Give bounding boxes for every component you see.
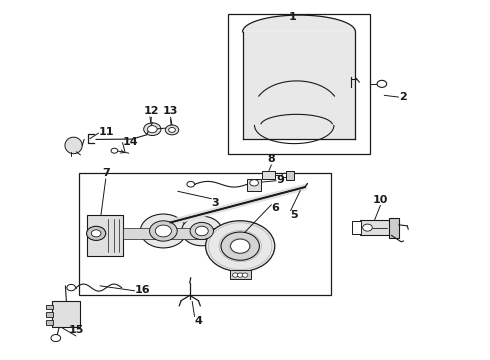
Text: 7: 7	[102, 168, 110, 178]
Circle shape	[190, 222, 214, 239]
Text: 11: 11	[98, 127, 114, 138]
Circle shape	[182, 216, 222, 246]
Bar	[228, 14, 370, 154]
Bar	[389, 218, 399, 238]
Circle shape	[242, 273, 248, 277]
Bar	[79, 173, 331, 294]
Bar	[46, 312, 53, 317]
Text: 1: 1	[289, 12, 297, 22]
Text: 5: 5	[291, 210, 298, 220]
Circle shape	[196, 226, 208, 236]
Circle shape	[51, 334, 61, 342]
Circle shape	[363, 224, 372, 231]
Bar	[46, 305, 53, 310]
Circle shape	[140, 214, 186, 248]
Text: 14: 14	[122, 137, 138, 147]
Text: 13: 13	[163, 107, 178, 117]
Polygon shape	[243, 15, 355, 32]
Circle shape	[377, 80, 387, 87]
Circle shape	[155, 225, 172, 237]
Bar	[87, 215, 122, 256]
Text: 10: 10	[373, 195, 388, 205]
Circle shape	[147, 126, 157, 133]
Bar	[52, 301, 80, 328]
Circle shape	[144, 123, 161, 136]
Text: 4: 4	[195, 316, 202, 326]
Circle shape	[149, 221, 177, 241]
Circle shape	[233, 273, 238, 277]
Bar	[122, 228, 222, 239]
Bar	[360, 220, 398, 235]
Circle shape	[169, 127, 175, 132]
Bar	[46, 320, 53, 325]
Circle shape	[282, 173, 288, 177]
Text: 8: 8	[268, 154, 275, 164]
Circle shape	[67, 284, 75, 291]
Circle shape	[87, 226, 106, 240]
Bar	[247, 179, 261, 190]
Text: 12: 12	[144, 107, 159, 117]
Polygon shape	[243, 32, 355, 139]
Circle shape	[206, 221, 275, 271]
Text: 9: 9	[276, 175, 284, 185]
Text: 2: 2	[399, 92, 406, 102]
Polygon shape	[65, 137, 82, 154]
Text: 16: 16	[135, 285, 150, 295]
Bar	[262, 171, 275, 179]
Circle shape	[187, 181, 195, 187]
Circle shape	[231, 239, 250, 253]
Circle shape	[165, 125, 179, 135]
Circle shape	[221, 232, 259, 260]
Bar	[230, 270, 251, 279]
Circle shape	[91, 230, 101, 237]
Circle shape	[237, 273, 243, 277]
Text: 3: 3	[211, 198, 219, 208]
Bar	[286, 171, 294, 180]
Bar	[352, 221, 361, 234]
Text: 15: 15	[68, 325, 84, 335]
Circle shape	[250, 180, 258, 186]
Text: 6: 6	[271, 203, 279, 213]
Circle shape	[111, 148, 118, 153]
